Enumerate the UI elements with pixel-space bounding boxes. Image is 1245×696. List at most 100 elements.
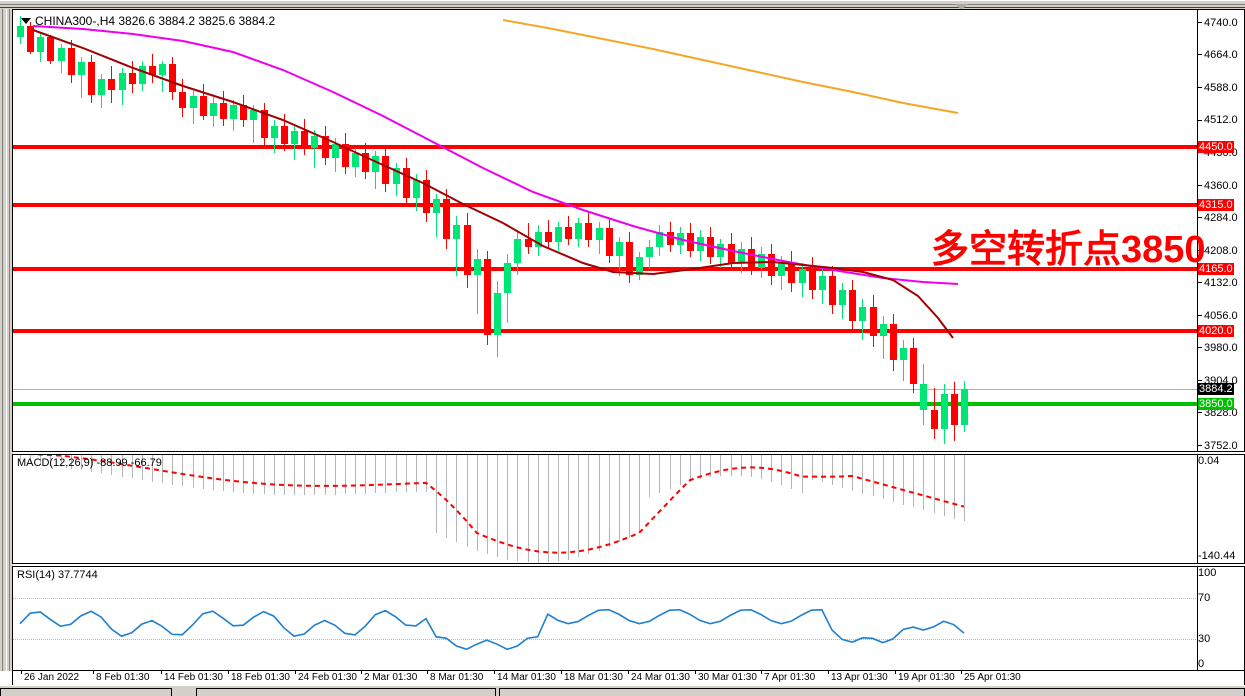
candle-body bbox=[280, 125, 288, 145]
candle-body bbox=[494, 293, 502, 335]
candle-body bbox=[940, 394, 948, 429]
time-tick-mark bbox=[161, 671, 162, 674]
macd-histogram-bar bbox=[801, 455, 803, 494]
resistance-4450-line[interactable] bbox=[13, 145, 1197, 149]
candlestick bbox=[240, 94, 248, 128]
macd-histogram-bar bbox=[182, 455, 184, 487]
candle-body bbox=[950, 394, 958, 426]
taskbar-item-2[interactable] bbox=[196, 688, 496, 696]
candle-body bbox=[514, 238, 522, 263]
macd-panel[interactable]: 0.04 -140.44 MACD(12,26,9) -88.99 -66.79 bbox=[12, 454, 1245, 564]
title-bar-line-upper bbox=[0, 4, 1245, 5]
macd-histogram-bar bbox=[618, 455, 620, 543]
macd-histogram-bar bbox=[243, 455, 245, 494]
macd-tick: 0.04 bbox=[1198, 455, 1220, 468]
chevron-down-icon[interactable] bbox=[955, 4, 968, 10]
macd-histogram-bar bbox=[720, 455, 722, 477]
candlestick bbox=[118, 68, 126, 106]
time-tick-mark bbox=[695, 671, 696, 674]
resistance-4315-line[interactable] bbox=[13, 202, 1197, 207]
candlestick bbox=[291, 125, 299, 160]
candle-body bbox=[148, 65, 156, 76]
time-tick-label: 13 Apr 01:30 bbox=[831, 672, 888, 683]
candlestick bbox=[595, 221, 603, 255]
candle-body bbox=[270, 125, 278, 139]
time-axis[interactable]: 26 Jan 2022 8 Feb 01:30 14 Feb 01:30 18 Feb… bbox=[12, 671, 1245, 685]
candlestick bbox=[605, 218, 613, 263]
candlestick bbox=[402, 158, 410, 207]
price-tag-4020-0[interactable]: 4020.0 bbox=[1198, 325, 1234, 338]
price-tag-4450-0[interactable]: 4450.0 bbox=[1198, 141, 1234, 153]
macd-plot-area[interactable] bbox=[13, 455, 1196, 563]
macd-histogram-bar bbox=[141, 455, 143, 480]
macd-histogram-bar bbox=[212, 455, 214, 491]
price-tick: 4056.0 bbox=[1198, 310, 1238, 321]
candle-body bbox=[159, 63, 167, 76]
time-tick-mark bbox=[961, 671, 962, 674]
rsi-axis[interactable]: 100 70 30 0 bbox=[1197, 567, 1244, 670]
price-plot-area[interactable] bbox=[13, 10, 1197, 451]
candle-body bbox=[351, 152, 359, 167]
taskbar-item-1[interactable] bbox=[0, 688, 172, 696]
taskbar-item-3[interactable] bbox=[499, 688, 1245, 696]
chevron-down-icon[interactable] bbox=[21, 17, 31, 24]
candlestick bbox=[311, 129, 319, 169]
candlestick bbox=[138, 61, 146, 92]
candlestick bbox=[270, 120, 278, 153]
macd-histogram-bar bbox=[426, 455, 427, 492]
candle-body bbox=[920, 384, 928, 410]
resistance-4020-line[interactable] bbox=[13, 329, 1197, 334]
price-tag-3884-2[interactable]: 3884.2 bbox=[1198, 383, 1234, 396]
candlestick bbox=[128, 61, 136, 94]
macd-histogram-bar bbox=[497, 455, 499, 558]
macd-histogram-bar bbox=[365, 455, 367, 494]
candle-body bbox=[331, 144, 339, 159]
rsi-panel[interactable]: 100 70 30 0 RSI(14) 37.7744 bbox=[12, 566, 1245, 671]
candle-body bbox=[900, 348, 908, 361]
candlestick bbox=[423, 170, 430, 222]
candle-body bbox=[17, 25, 24, 37]
time-tick-mark bbox=[93, 671, 94, 674]
price-chart-panel[interactable]: 4740.0 4664.0 4588.0 4512.0 4436.0 4360.0 4284… bbox=[12, 9, 1245, 452]
rail-divider-3 bbox=[9, 9, 10, 671]
price-tag-4315-0[interactable]: 4315.0 bbox=[1198, 198, 1234, 211]
macd-axis[interactable]: 0.04 -140.44 bbox=[1197, 455, 1244, 563]
rsi-tick: 70 bbox=[1198, 591, 1211, 604]
candle-body bbox=[595, 228, 603, 241]
price-axis[interactable]: 4740.0 4664.0 4588.0 4512.0 4436.0 4360.0 4284… bbox=[1197, 10, 1244, 451]
candle-body bbox=[179, 92, 187, 109]
candle-body bbox=[778, 262, 786, 277]
candle-body bbox=[768, 254, 776, 277]
candle-wick bbox=[162, 60, 164, 93]
rsi-line bbox=[19, 608, 965, 651]
candle-body bbox=[321, 135, 329, 159]
moving-average-overlay bbox=[32, 19, 959, 339]
candlestick bbox=[626, 231, 633, 284]
time-tick-label: 24 Mar 01:30 bbox=[631, 672, 690, 683]
price-tag-3850-0[interactable]: 3850.0 bbox=[1198, 397, 1234, 410]
rsi-plot-area[interactable] bbox=[13, 567, 1196, 670]
candle-wick bbox=[882, 315, 884, 359]
candlestick bbox=[483, 250, 491, 345]
candle-body bbox=[412, 180, 420, 198]
macd-histogram-bar bbox=[557, 455, 559, 562]
support-3850-line[interactable] bbox=[13, 401, 1197, 406]
macd-histogram-bar bbox=[842, 455, 844, 488]
price-tick: 4588.0 bbox=[1198, 83, 1238, 94]
macd-histogram-bar bbox=[415, 455, 417, 492]
candle-body bbox=[423, 180, 430, 213]
candle-body bbox=[118, 72, 126, 90]
time-tick-label: 25 Apr 01:30 bbox=[964, 672, 1021, 683]
price-tag-4165-0[interactable]: 4165.0 bbox=[1198, 263, 1234, 276]
candle-body bbox=[362, 152, 370, 172]
macd-histogram-bar bbox=[273, 455, 275, 495]
macd-histogram-bar bbox=[324, 455, 326, 495]
macd-histogram-bar bbox=[913, 455, 915, 508]
candlestick bbox=[544, 219, 552, 249]
macd-histogram-bar bbox=[740, 455, 742, 477]
current-price-3884-line[interactable] bbox=[13, 389, 1197, 391]
time-tick-mark bbox=[761, 671, 762, 674]
candle-body bbox=[747, 248, 755, 268]
macd-histogram-bar bbox=[933, 455, 935, 514]
candle-body bbox=[727, 243, 735, 263]
